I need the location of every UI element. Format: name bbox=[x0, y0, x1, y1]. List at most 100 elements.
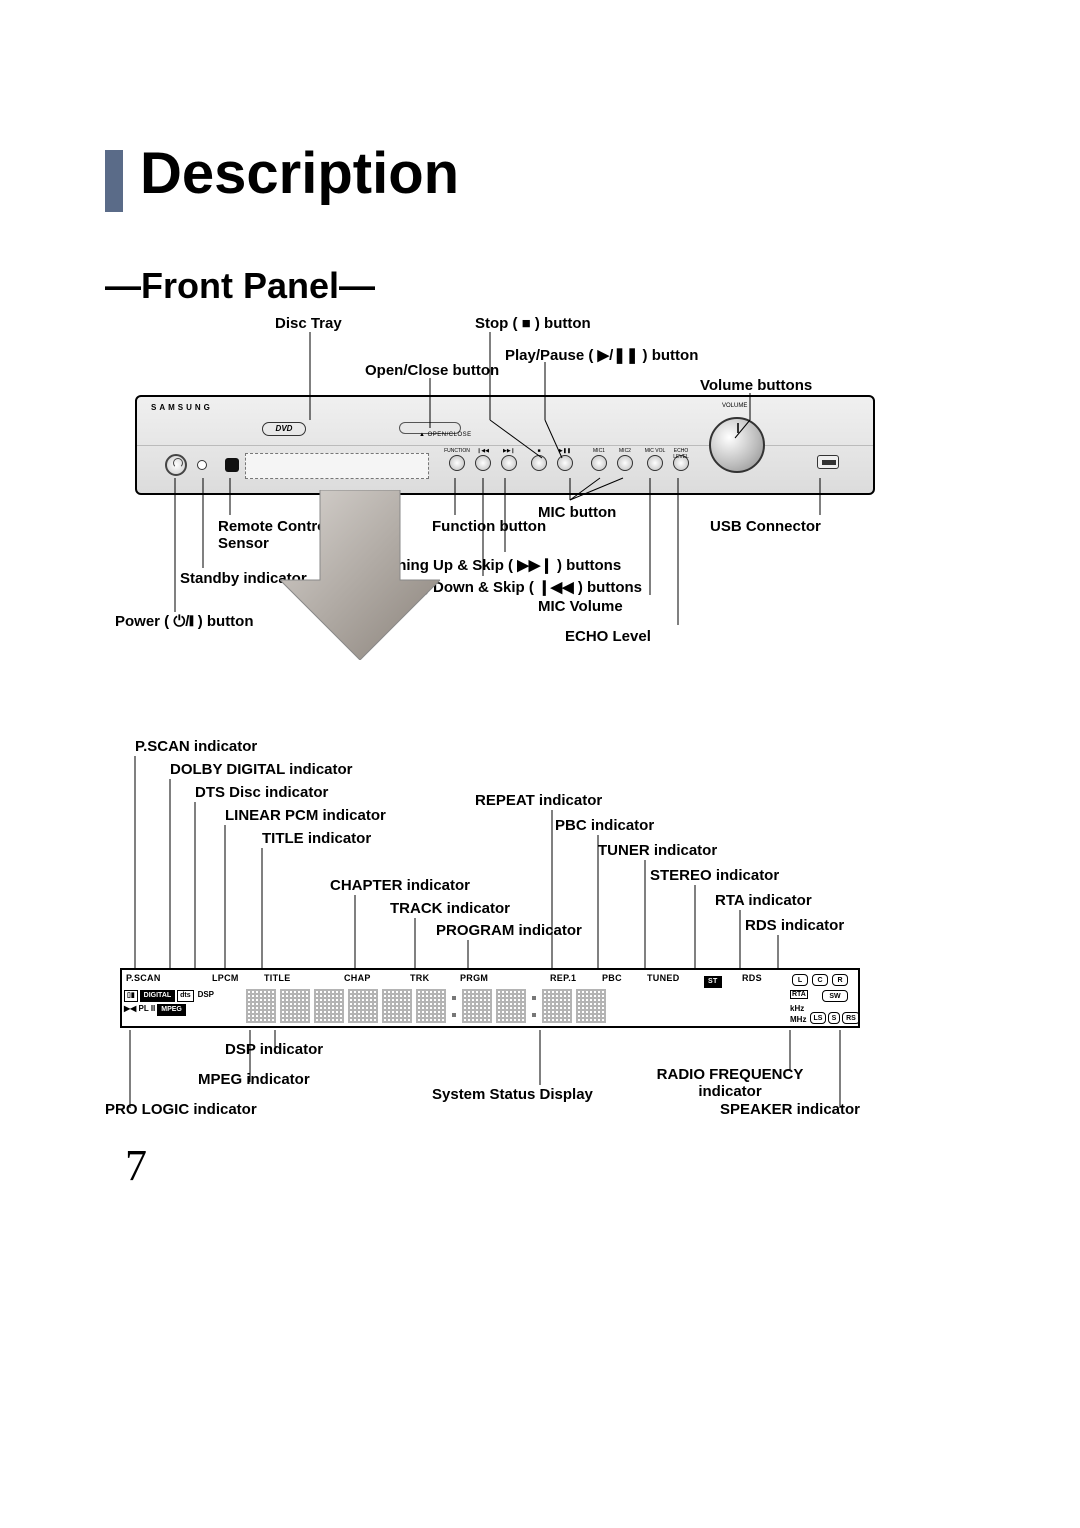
label-speaker-indicator: SPEAKER indicator bbox=[720, 1101, 860, 1118]
volume-knob bbox=[709, 417, 765, 473]
label-power-button: Power ( ⏻/❙ ) button bbox=[115, 613, 254, 630]
zoom-arrow-icon bbox=[280, 490, 440, 660]
badge-digital: DIGITAL bbox=[140, 990, 175, 1002]
segment-colon bbox=[450, 989, 458, 1023]
speaker-r: R bbox=[832, 974, 848, 986]
volume-knob-label: VOLUME bbox=[722, 403, 747, 409]
label-dolby-indicator: DOLBY DIGITAL indicator bbox=[170, 761, 353, 778]
usb-port bbox=[817, 455, 839, 469]
khz-label: kHz bbox=[790, 1004, 804, 1013]
label-mic-button: MIC button bbox=[538, 504, 616, 521]
stop-knob: ■ bbox=[531, 455, 547, 471]
label-radio-frequency: RADIO FREQUENCY indicator bbox=[640, 1066, 820, 1100]
segment-digit bbox=[416, 989, 446, 1023]
speaker-l: L bbox=[792, 974, 808, 986]
badge-mpeg: MPEG bbox=[157, 1004, 186, 1016]
label-echo-level: ECHO Level bbox=[565, 628, 651, 645]
skip-back-knob: ❙◀◀ bbox=[475, 455, 491, 471]
label-track-indicator: TRACK indicator bbox=[390, 900, 510, 917]
segment-digit bbox=[542, 989, 572, 1023]
badge-plii: ▶◀ PL II bbox=[124, 1004, 155, 1013]
power-button bbox=[165, 454, 187, 476]
micvol-knob: MIC VOL bbox=[647, 455, 663, 471]
label-title-indicator: TITLE indicator bbox=[262, 830, 371, 847]
open-close-indicator: ▲ OPEN/CLOSE bbox=[419, 432, 472, 438]
label-chapter-indicator: CHAPTER indicator bbox=[330, 877, 470, 894]
speaker-sw: SW bbox=[822, 990, 848, 1002]
label-dsp-indicator: DSP indicator bbox=[225, 1041, 323, 1058]
strip-lpcm: LPCM bbox=[212, 973, 239, 983]
front-panel-device: SAMSUNG DVD ▲ OPEN/CLOSE FUNCTION ❙◀◀ ▶▶… bbox=[135, 395, 875, 495]
segment-digit bbox=[576, 989, 606, 1023]
label-stereo-indicator: STEREO indicator bbox=[650, 867, 779, 884]
strip-chap: CHAP bbox=[344, 973, 371, 983]
label-function-button: Function button bbox=[432, 518, 546, 535]
brand-logo: SAMSUNG bbox=[151, 403, 213, 412]
speaker-ls: LS bbox=[810, 1012, 826, 1024]
strip-rep: REP.1 bbox=[550, 973, 576, 983]
strip-trk: TRK bbox=[410, 973, 429, 983]
label-system-status: System Status Display bbox=[432, 1086, 593, 1103]
display-left-column: ▯▮ DIGITAL dts DSP ▶◀ PL II MPEG bbox=[122, 988, 240, 1028]
mic1-knob: MIC1 bbox=[591, 455, 607, 471]
page-title: Description bbox=[140, 140, 459, 207]
segment-digit bbox=[314, 989, 344, 1023]
strip-rds: RDS bbox=[742, 973, 762, 983]
label-usb-connector: USB Connector bbox=[710, 518, 821, 535]
strip-tuned: TUNED bbox=[647, 973, 680, 983]
echo-knob: ECHO LEVEL bbox=[673, 455, 689, 471]
label-tuner-indicator: TUNER indicator bbox=[598, 842, 717, 859]
display-window bbox=[245, 453, 429, 479]
standby-led bbox=[197, 460, 207, 470]
segment-digit bbox=[462, 989, 492, 1023]
label-mpeg-indicator: MPEG indicator bbox=[198, 1071, 310, 1088]
rta-badge: RTA bbox=[790, 990, 808, 999]
strip-pbc: PBC bbox=[602, 973, 622, 983]
label-disc-tray: Disc Tray bbox=[275, 315, 342, 332]
badge-dts: dts bbox=[177, 990, 194, 1002]
segment-digit bbox=[496, 989, 526, 1023]
section-subtitle: —Front Panel— bbox=[105, 265, 375, 307]
label-rta-indicator: RTA indicator bbox=[715, 892, 812, 909]
label-open-close-button: Open/Close button bbox=[365, 362, 499, 379]
display-detail-diagram: P.SCAN LPCM TITLE CHAP TRK PRGM REP.1 PB… bbox=[120, 968, 860, 1028]
speaker-c: C bbox=[812, 974, 828, 986]
label-lpcm-indicator: LINEAR PCM indicator bbox=[225, 807, 386, 824]
skip-fwd-knob: ▶▶❙ bbox=[501, 455, 517, 471]
label-program-indicator: PROGRAM indicator bbox=[436, 922, 582, 939]
label-mic-volume: MIC Volume bbox=[538, 598, 623, 615]
strip-pscan: P.SCAN bbox=[126, 973, 161, 983]
label-stop-button: Stop ( ■ ) button bbox=[475, 315, 591, 332]
label-pscan-indicator: P.SCAN indicator bbox=[135, 738, 257, 755]
display-right-column: L C R RTA SW kHz MHz LS S RS bbox=[790, 972, 856, 1026]
label-rds-indicator: RDS indicator bbox=[745, 917, 844, 934]
label-pbc-indicator: PBC indicator bbox=[555, 817, 654, 834]
function-knob: FUNCTION bbox=[449, 455, 465, 471]
page-number: 7 bbox=[125, 1140, 147, 1191]
segment-digit bbox=[382, 989, 412, 1023]
mhz-label: MHz bbox=[790, 1015, 806, 1024]
callout-lines bbox=[0, 0, 1080, 1528]
label-dts-indicator: DTS Disc indicator bbox=[195, 784, 328, 801]
segment-digit bbox=[246, 989, 276, 1023]
remote-sensor bbox=[225, 458, 239, 472]
heading-accent-bar bbox=[105, 150, 123, 212]
play-knob: ▶❚❚ bbox=[557, 455, 573, 471]
badge-dsp: DSP bbox=[196, 990, 214, 999]
segment-digit bbox=[348, 989, 378, 1023]
speaker-s: S bbox=[828, 1012, 840, 1024]
badge-dolby-icon: ▯▮ bbox=[124, 990, 138, 1002]
strip-prgm: PRGM bbox=[460, 973, 488, 983]
dvd-mark: DVD bbox=[262, 422, 306, 436]
mic2-knob: MIC2 bbox=[617, 455, 633, 471]
speaker-rs: RS bbox=[842, 1012, 860, 1024]
label-play-pause-button: Play/Pause ( ▶/❚❚ ) button bbox=[505, 346, 698, 364]
label-repeat-indicator: REPEAT indicator bbox=[475, 792, 602, 809]
segment-colon bbox=[530, 989, 538, 1023]
display-top-strip: P.SCAN LPCM TITLE CHAP TRK PRGM REP.1 PB… bbox=[122, 970, 858, 988]
label-prologic-indicator: PRO LOGIC indicator bbox=[105, 1101, 257, 1118]
segment-digit bbox=[280, 989, 310, 1023]
strip-title: TITLE bbox=[264, 973, 291, 983]
segment-display-area bbox=[242, 988, 788, 1024]
label-volume-buttons: Volume buttons bbox=[700, 377, 812, 394]
